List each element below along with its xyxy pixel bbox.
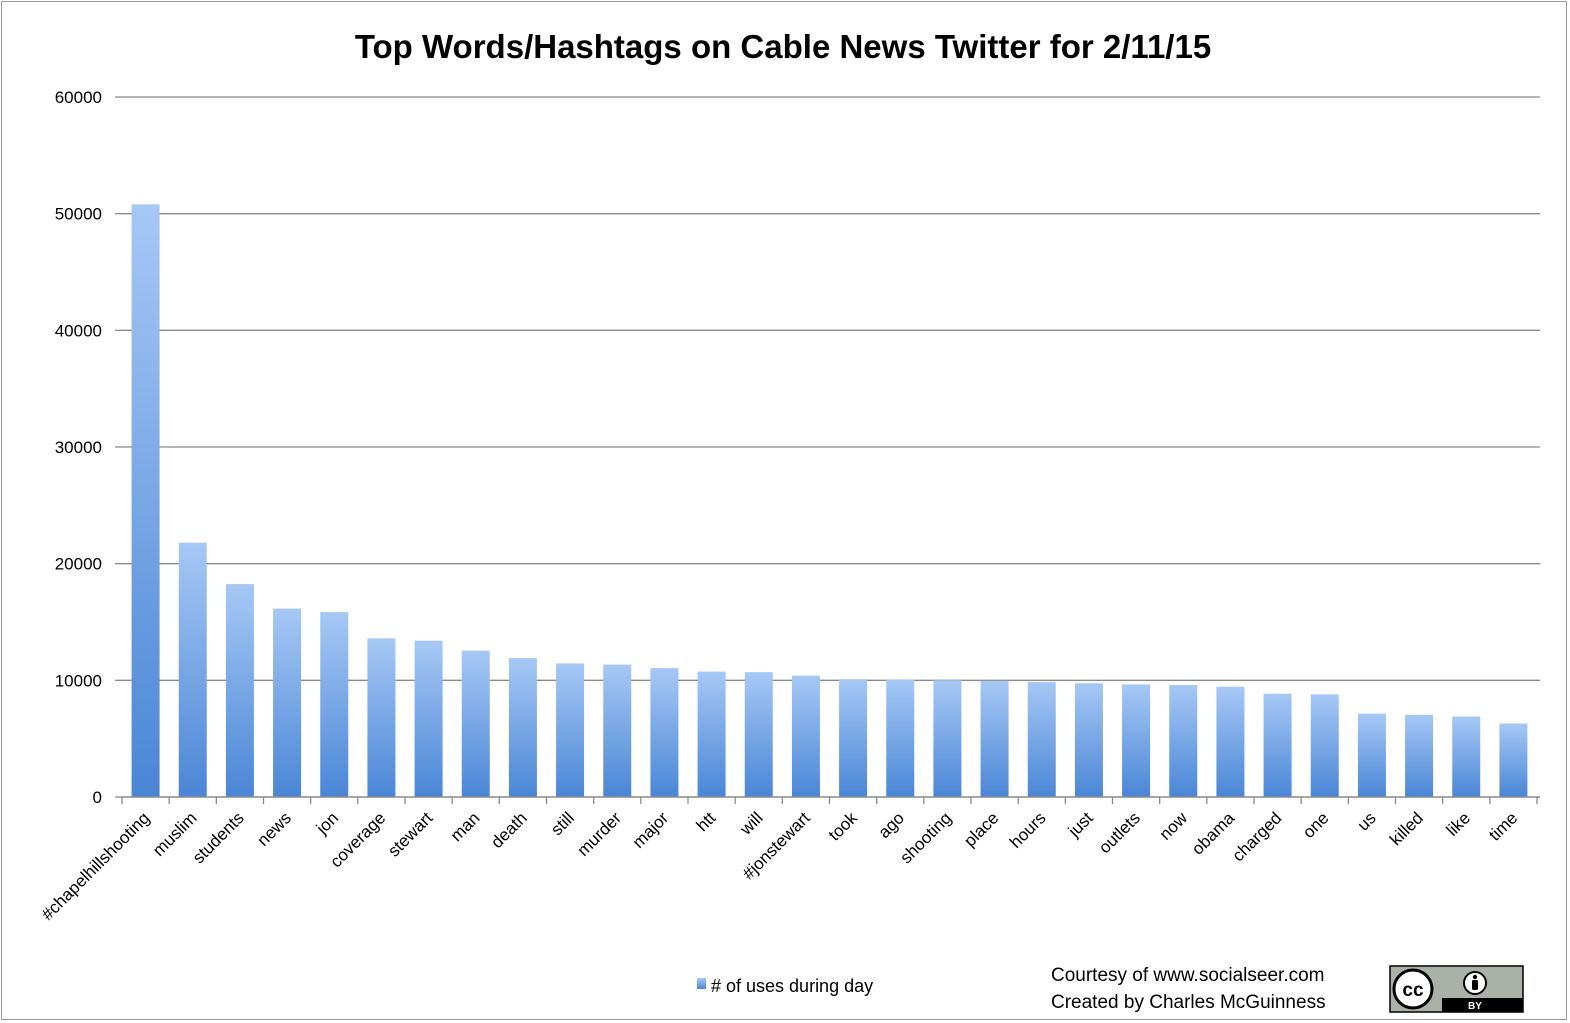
x-tick-label: still [547,808,578,839]
x-tick-label: now [1156,808,1192,844]
legend-swatch [697,978,706,989]
bar-charged [1263,693,1292,797]
bar-man [461,650,490,797]
bar-death [508,658,537,797]
y-tick-label: 60000 [55,88,102,107]
x-tick-label: news [253,808,294,849]
x-tick-label: us [1354,808,1380,834]
bar-ago [886,679,915,797]
license-badge: cc BY [1389,965,1524,1013]
x-tick-label: murder [574,808,626,860]
bar-place [980,680,1009,797]
bar-stewart [414,640,443,797]
creative-commons-by-icon: cc BY [1392,968,1487,1012]
bar-just [1074,683,1103,797]
x-tick-label: students [189,808,248,867]
bar-time [1499,723,1528,797]
bar-murder [603,664,632,797]
courtesy-text: Courtesy of www.socialseer.com [1051,965,1325,986]
bar-news [273,608,302,797]
y-tick-label: 50000 [55,205,102,224]
bar-muslim [178,542,207,797]
x-tick-label: major [629,808,673,852]
bar-now [1169,685,1198,797]
x-tick-label: place [960,808,1002,850]
x-tick-label: killed [1386,808,1427,849]
x-tick-label: will [736,808,767,839]
x-tick-label: took [825,808,862,845]
legend: # of uses during day [697,976,873,996]
bar-jon [320,612,349,797]
bar-major [650,668,679,797]
bar-outlets [1122,684,1151,797]
bar-students [225,584,254,797]
y-tick-label: 20000 [55,555,102,574]
bar-us [1357,713,1386,797]
y-tick-label: 0 [93,788,102,807]
bar-htt [697,671,726,797]
legend-label: # of uses during day [711,976,873,996]
x-tick-label: ago [875,808,908,841]
bar-will [744,672,773,797]
x-tick-label: just [1064,808,1097,841]
gridlines [115,96,1540,798]
x-tick-label: charged [1229,808,1286,865]
y-tick-label: 10000 [55,671,102,690]
y-tick-label: 40000 [55,321,102,340]
x-tick-label: one [1299,808,1332,841]
x-tick-label: hours [1006,808,1050,852]
y-axis-ticks: 0 10000 20000 30000 40000 50000 60000 [55,88,102,807]
bar-obama [1216,686,1245,797]
bar-took [839,679,868,797]
bar-jonstewart [791,675,820,797]
x-tick-label: htt [693,808,720,835]
bar-chapelhillshooting [131,204,160,798]
x-tick-label: man [447,808,484,845]
x-tick-label: jon [312,808,342,838]
chart-title: Top Words/Hashtags on Cable News Twitter… [355,28,1211,65]
created-by-text: Created by Charles McGuinness [1051,992,1326,1013]
x-tick-label: #chapelhillshooting [38,808,154,924]
x-tick-label: death [487,808,531,852]
bar-killed [1405,714,1434,797]
cc-label: cc [1402,980,1424,1001]
x-tick-label: time [1485,808,1521,844]
by-label: BY [1468,1001,1482,1012]
x-tick-label: outlets [1095,808,1144,857]
x-axis-ticks [121,797,1538,804]
bar-still [556,663,585,797]
bar-like [1452,716,1481,797]
bars [131,204,1528,798]
bar-one [1310,694,1339,797]
x-tick-label: like [1443,808,1474,839]
x-tick-label: shooting [896,808,955,867]
bar-hours [1027,682,1056,797]
x-tick-label: stewart [384,808,436,860]
y-tick-label: 30000 [55,438,102,457]
bar-coverage [367,638,396,797]
bar-shooting [933,680,962,797]
